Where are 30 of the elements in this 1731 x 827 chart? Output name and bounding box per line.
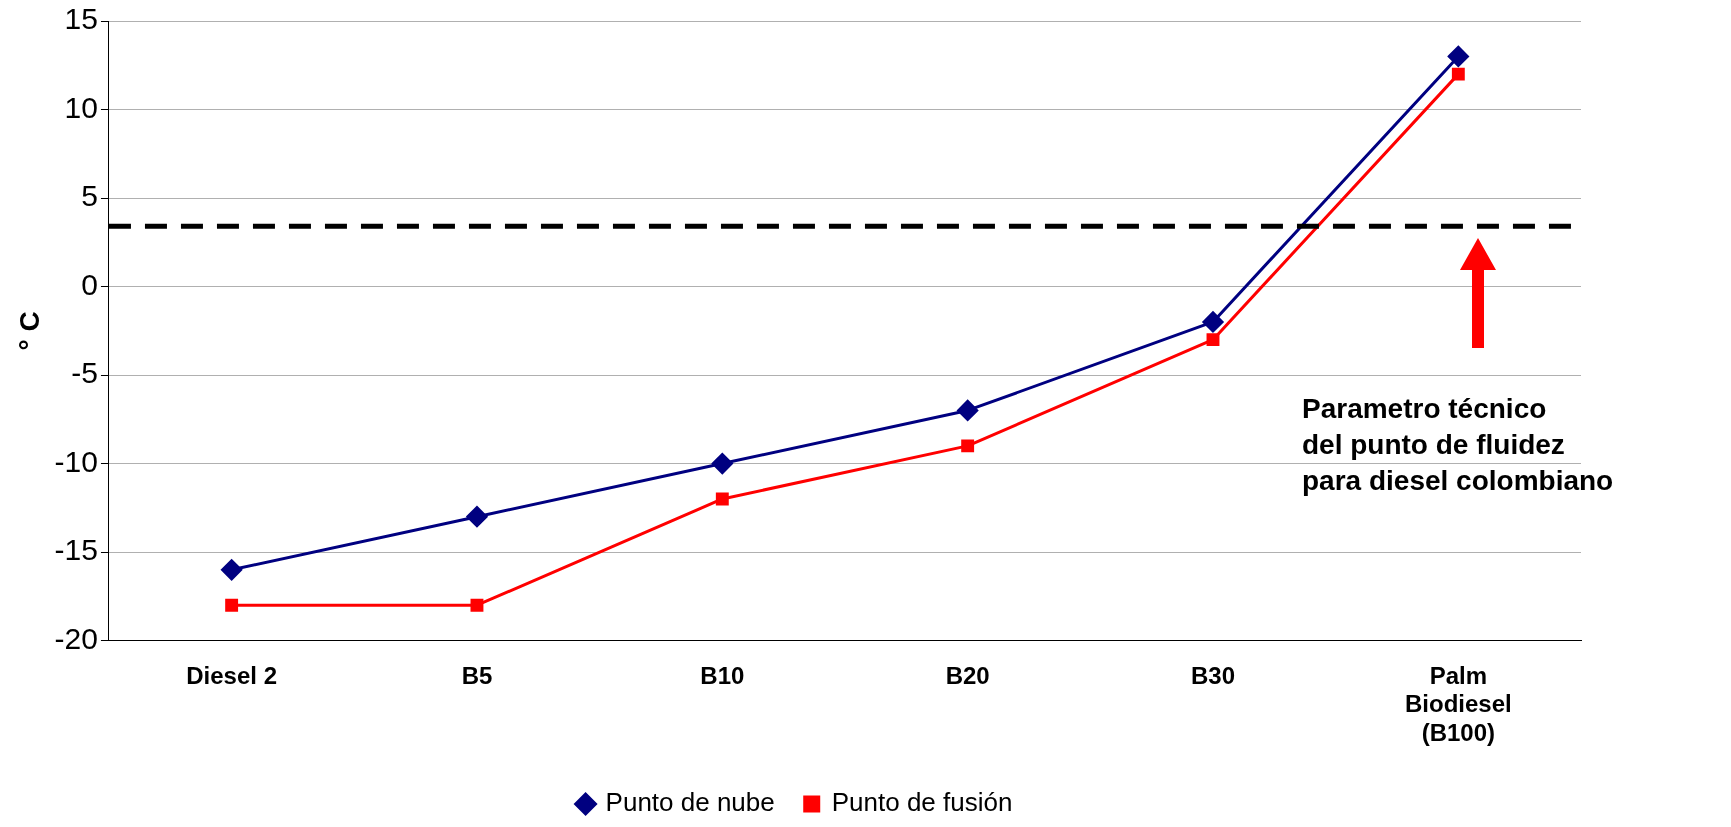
point (961, 439, 975, 453)
point (1447, 45, 1469, 67)
point (711, 453, 733, 475)
x-tick-label: Palm Biodiesel (B100) (1404, 661, 1512, 747)
y-tick-label: -5 (71, 356, 98, 390)
point (715, 492, 729, 506)
x-tick-label: Diesel 2 (186, 661, 277, 689)
point (1206, 333, 1220, 347)
point (221, 559, 243, 581)
point (1202, 311, 1224, 333)
y-tick-label: -10 (54, 444, 98, 478)
x-tick-label: B20 (945, 661, 990, 689)
point (470, 598, 484, 612)
y-axis-title: ° C (13, 311, 45, 351)
point (225, 598, 239, 612)
point (466, 506, 488, 528)
x-tick-label: B10 (700, 661, 745, 689)
x-tick-label: B30 (1190, 661, 1236, 689)
legend-label: Punto de nube (605, 787, 775, 818)
y-tick-label: 5 (81, 179, 98, 213)
y-tick-label: 0 (81, 267, 98, 301)
point (957, 399, 979, 421)
annotation: Parametro técnico del punto de fluidez para diesel colombiano (1302, 393, 1614, 497)
point (1451, 67, 1465, 81)
x-tick-label: B5 (461, 661, 493, 689)
y-tick-label: -20 (54, 621, 98, 655)
y-tick-label: 15 (64, 2, 98, 36)
y-tick-label: 10 (64, 90, 98, 124)
y-tick-label: -15 (54, 533, 98, 567)
legend-label: Punto de fusión (831, 787, 1013, 818)
